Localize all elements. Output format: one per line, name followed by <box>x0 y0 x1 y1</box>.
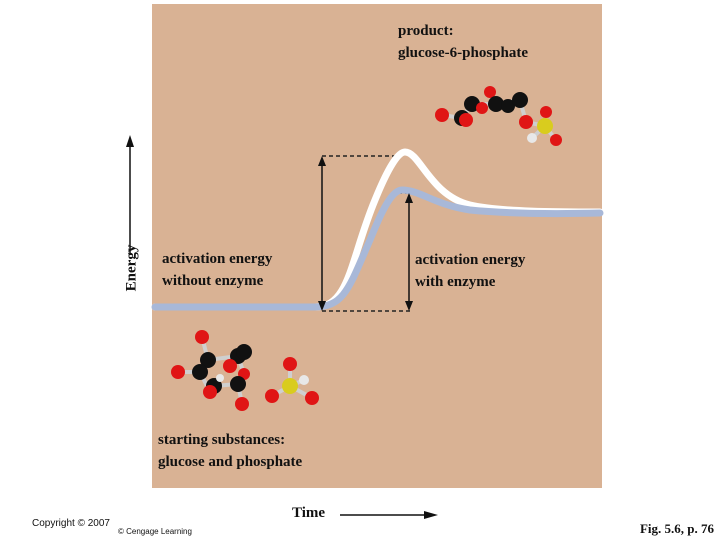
diagram-panel <box>152 4 602 488</box>
y-axis-label: Energy <box>123 244 140 292</box>
phosphate-molecule <box>265 357 319 405</box>
copyright-notice: Copyright © 2007 <box>32 518 110 529</box>
without-enzyme-caption: activation energy without enzyme <box>162 248 272 292</box>
glucose-molecule <box>171 330 252 411</box>
with-enzyme-line2: with enzyme <box>415 274 496 290</box>
product-caption-line2: glucose-6-phosphate <box>398 45 529 61</box>
x-axis-arrow <box>340 511 438 519</box>
y-axis-arrow <box>126 135 134 255</box>
without-enzyme-line2: without enzyme <box>162 273 264 289</box>
product-molecule <box>435 86 562 146</box>
starting-substances-line1: starting substances: <box>158 432 286 448</box>
curve-with-enzyme <box>151 186 604 311</box>
publisher-credit: © Cengage Learning <box>118 527 192 536</box>
starting-substances-line2: glucose and phosphate <box>158 454 303 470</box>
activation-arrow-without-enzyme <box>318 156 326 311</box>
x-axis-label: Time <box>292 505 326 521</box>
with-enzyme-caption: activation energy with enzyme <box>415 249 525 293</box>
product-caption-line1: product: <box>398 23 454 39</box>
activation-arrow-with-enzyme <box>405 193 413 311</box>
product-caption: product: glucose-6-phosphate <box>398 20 528 64</box>
starting-substances-caption: starting substances: glucose and phospha… <box>158 429 302 473</box>
without-enzyme-line1: activation energy <box>162 251 273 267</box>
figure-reference: Fig. 5.6, p. 76 <box>639 521 714 536</box>
with-enzyme-line1: activation energy <box>415 252 526 268</box>
